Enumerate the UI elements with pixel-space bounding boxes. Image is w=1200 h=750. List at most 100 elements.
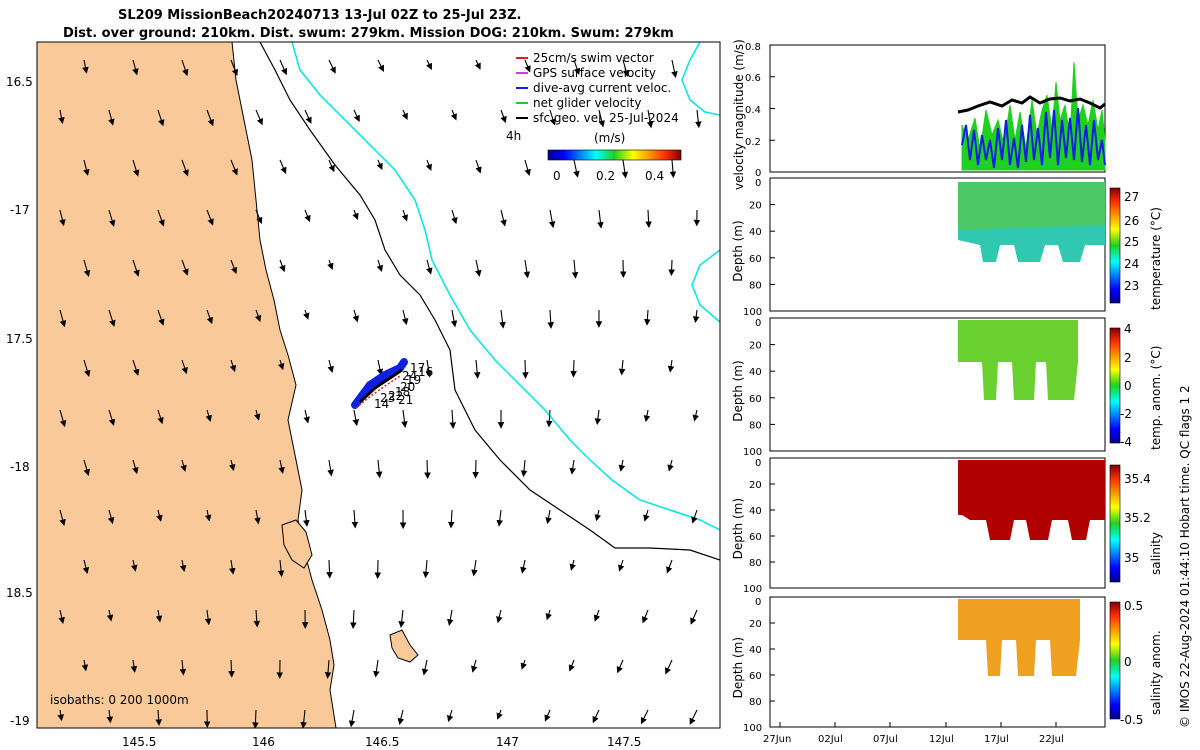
sfc-vector-6 [377,59,384,73]
lon-tick-2: 146.5 [365,735,399,749]
sfc-vector-59 [327,259,334,270]
sfc-vector-143 [471,559,478,577]
sfc-vector-99 [303,409,310,424]
tanom-cbar-tick-neg2: -2 [1120,407,1132,421]
sfc-vector-62 [475,259,482,277]
depth-tick-3-20: 20 [749,619,762,630]
sfc-vector-98 [254,409,261,421]
sfc-vector-76 [499,309,506,329]
sfc-vector-61 [426,259,433,275]
track-label-24: 24 [402,369,417,383]
track-label-23: 23 [380,391,395,405]
sfc-vector-134 [691,509,698,524]
temperature-panel: 27 26 25 24 23 temperature (°C) [769,177,1163,312]
sfc-vector-35 [475,159,482,174]
sfc-geo-velocity-series [957,95,1106,114]
sfc-vector-148 [58,609,65,624]
sfc-vector-123 [156,509,163,522]
sfc-vector-126 [303,509,310,527]
sfc-vector-104 [546,409,553,428]
sfc-vector-125 [254,509,261,525]
sfc-vector-173 [616,659,624,674]
sfc-vector-77 [547,309,555,329]
sfc-vector-89 [473,359,481,379]
sfc-vector-64 [571,259,579,279]
sfc-vector-69 [157,309,165,326]
sfc-vector-93 [667,359,675,373]
sfc-vector-68 [108,309,116,327]
sfc-vector-187 [640,709,649,725]
sfc-vector-7 [426,59,432,71]
sfc-vector-22 [500,109,507,124]
glider-track [351,358,408,409]
sfc-vector-71 [254,309,262,323]
sfc-vector-51 [597,209,604,229]
sfc-vector-110 [180,459,187,472]
sfc-vector-66 [668,259,675,277]
sfc-vector-122 [107,509,115,525]
sfc-vector-129 [448,509,455,529]
sfc-vector-112 [278,459,285,474]
sfc-vector-8 [474,59,481,70]
sfc-vector-48 [451,209,458,225]
lon-tick-3: 147 [496,735,519,749]
sfc-vector-1 [132,59,139,76]
depth-axes: 0 20 40 60 80 100 Depth (m) 0 20 40 60 80 100 Depth (… [731,177,775,734]
sfc-vector-31 [279,159,287,174]
sanom-cbar-tick-neg0.5: -0.5 [1120,713,1143,727]
legend-label-4: sfc geo. vel. 25-Jul-2024 [533,111,679,125]
salinity-cbar-label: salinity [1149,532,1163,575]
sfc-vector-41 [108,209,116,227]
sfc-vector-165 [228,659,235,678]
sfc-vector-47 [401,209,408,222]
vel-ytick-0.2: 0.2 [745,137,761,148]
sfc-vector-63 [523,259,531,279]
salinity-colorbar [1109,464,1121,583]
sfc-vector-84 [229,359,237,373]
sfc-vector-120 [667,459,674,472]
sfc-vector-114 [375,459,383,479]
depth-tick-0-80: 80 [749,280,762,291]
sfc-vector-28 [132,159,140,177]
sfc-vector-142 [422,559,430,579]
time-tick-02Jul: 02Jul [818,734,843,745]
sal-anomaly-field [958,599,1080,676]
sfc-vector-72 [303,309,310,320]
sfc-vector-170 [471,659,478,673]
velocity-panel: 0.8 0.6 0.4 0.2 0 velocity magnitude (m/… [732,39,1106,190]
sfc-vector-113 [327,459,334,477]
legend-label-2: dive-avg current veloc. [533,81,671,95]
sfc-vector-184 [496,709,503,720]
sfc-vector-33 [376,159,383,171]
sfc-vector-39 [669,159,677,179]
sfc-vector-169 [421,659,429,676]
sfc-vector-81 [83,359,91,378]
depth-tick-1-20: 20 [749,341,762,352]
sfc-vector-124 [204,509,212,522]
sfc-vector-25 [646,109,654,129]
sfc-vector-149 [106,609,114,622]
sfc-vector-91 [570,359,577,378]
sfc-vector-94 [59,409,67,428]
sfc-vector-162 [81,659,89,672]
isobath-1000m [291,42,720,531]
isobath-1000m-east [691,249,720,323]
lon-tick-0: 145.5 [122,735,156,749]
track-label-14: 14 [374,397,389,411]
colorbar-tick-2: 0.4 [645,169,664,183]
sfc-vector-158 [545,609,552,621]
sfc-vector-34 [425,159,432,171]
sfc-vector-55 [132,259,140,277]
sfc-vector-140 [326,559,333,579]
sfc-vector-96 [157,409,164,425]
sfc-vector-60 [376,259,383,272]
lon-tick-1: 146 [252,735,275,749]
sfc-vector-80 [692,309,700,324]
sfc-vector-0 [82,59,89,74]
sfc-vector-67 [59,309,67,328]
temp-cbar-tick-24: 24 [1124,257,1139,271]
sfc-vector-88 [425,359,433,378]
sfc-vector-182 [397,709,405,725]
sfc-vector-147 [666,559,673,574]
depth-tick-0-100: 100 [743,307,762,318]
